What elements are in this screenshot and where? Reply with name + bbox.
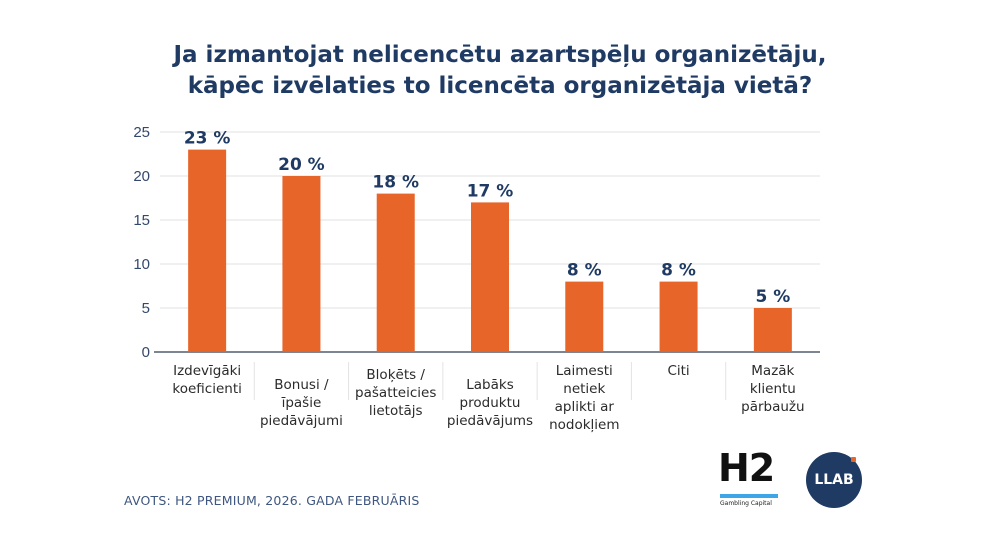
llab-logo-accent [851, 457, 856, 462]
data-label: 17 % [467, 181, 514, 201]
bar [282, 176, 321, 352]
bar [376, 193, 415, 352]
x-tick-label: Laimesti netiek aplikti ar nodokļiem [524, 362, 644, 434]
data-label: 20 % [278, 155, 325, 175]
h2-logo-subtitle: Gambling Capital [720, 500, 772, 507]
y-tick-label: 5 [142, 300, 150, 317]
x-tick-label-line: nodokļiem [549, 417, 620, 433]
bar [659, 281, 698, 352]
x-tick-label-line: Labāks [466, 377, 514, 393]
x-tick-label-line: Laimesti [555, 363, 613, 379]
x-tick-label-line: Bonusi / [274, 377, 329, 393]
x-tick-label-line: piedāvājums [446, 413, 534, 429]
source-note: AVOTS: H2 PREMIUM, 2026. GADA FEBRUĀRIS [124, 493, 420, 508]
x-tick-label-line: piedāvājumi [259, 413, 343, 429]
category-separators [253, 362, 727, 400]
y-tick-label: 20 [133, 168, 150, 185]
data-label: 18 % [372, 173, 419, 193]
bars [188, 149, 792, 352]
h2-logo-mark: H2 [718, 446, 775, 490]
data-labels: 23 % 20 % 18 % 17 % 8 % 8 % 5 % [184, 129, 790, 307]
y-tick-label: 15 [133, 212, 150, 229]
x-tick-label: Izdevīgāki koeficienti [147, 362, 267, 398]
x-tick-label: Mazāk klientu pārbaužu [713, 362, 833, 416]
data-label: 8 % [567, 261, 602, 281]
chart-title-line-2: kāpēc izvēlaties to licencēta organizētā… [187, 73, 813, 99]
x-tick-label-line: Izdevīgāki [173, 363, 242, 379]
x-tick-label-line: pārbaužu [741, 399, 805, 415]
x-tick-label-line: aplikti ar [554, 399, 614, 415]
data-label: 23 % [184, 129, 231, 149]
x-tick-label-line: pašatteicies [355, 385, 437, 401]
x-tick-label-line: Mazāk [751, 363, 795, 379]
h2-logo-underline [720, 494, 778, 498]
x-tick-label-line: Citi [667, 363, 690, 379]
bar [753, 308, 792, 352]
x-tick-label-line: produktu [459, 395, 521, 411]
x-tick-label-line: klientu [749, 381, 796, 397]
y-axis-ticks: 0 5 10 15 20 25 [133, 124, 150, 361]
bar [565, 281, 604, 352]
y-tick-label: 25 [133, 124, 150, 141]
x-tick-label: Bonusi / īpašie piedāvājumi [241, 376, 361, 430]
data-label: 5 % [755, 287, 790, 307]
x-tick-label-line: netiek [563, 381, 606, 397]
x-tick-label: Citi [619, 362, 739, 380]
x-tick-label: Labāks produktu piedāvājums [430, 376, 550, 430]
y-tick-label: 10 [133, 256, 150, 273]
bar [471, 202, 509, 352]
llab-logo: LLAB [806, 452, 862, 508]
data-label: 8 % [661, 261, 696, 281]
x-tick-label-line: koeficienti [172, 381, 242, 397]
x-tick-label-line: īpašie [281, 395, 322, 411]
x-tick-label-line: lietotājs [368, 403, 423, 419]
x-tick-label-line: Bloķēts / [366, 367, 425, 383]
chart-title-line-1: Ja izmantojat nelicencētu azartspēļu org… [173, 42, 827, 68]
y-tick-label: 0 [142, 344, 150, 361]
x-tick-label: Bloķēts / pašatteicies lietotājs [336, 366, 456, 420]
h2-gambling-capital-logo: H2 Gambling Capital [718, 446, 780, 508]
llab-logo-mark: LLAB [814, 472, 854, 488]
chart-title: Ja izmantojat nelicencētu azartspēļu org… [0, 40, 1000, 102]
bar [188, 149, 227, 352]
